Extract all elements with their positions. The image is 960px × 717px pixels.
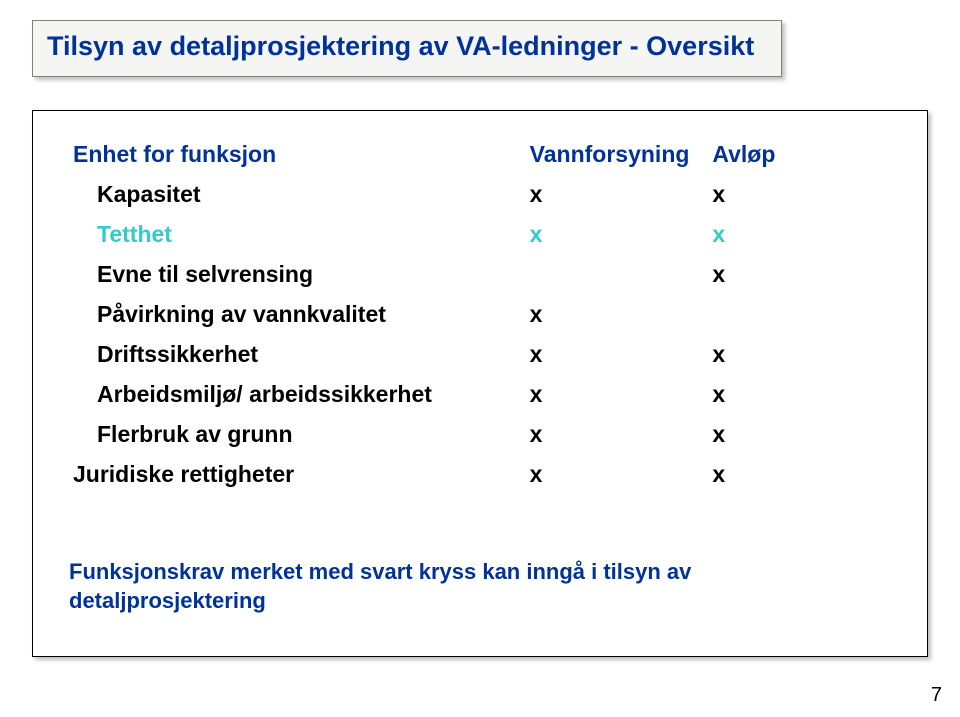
row-avlop-cell <box>708 295 891 335</box>
table-row: Kapasitetxx <box>69 175 891 215</box>
row-avlop-cell: x <box>708 375 891 415</box>
slide: Tilsyn av detaljprosjektering av VA-ledn… <box>0 0 960 717</box>
row-avlop-cell: x <box>708 215 891 255</box>
row-label: Tetthet <box>69 215 526 255</box>
row-label: Arbeidsmiljø/ arbeidssikkerhet <box>69 375 526 415</box>
footnote-line2: detaljprosjektering <box>69 588 266 613</box>
row-label: Evne til selvrensing <box>69 255 526 295</box>
row-avlop-cell: x <box>708 455 891 495</box>
row-vann-cell: x <box>526 215 709 255</box>
table-row: Tetthetxx <box>69 215 891 255</box>
content-box: Enhet for funksjon Vannforsyning Avløp K… <box>32 110 928 657</box>
row-avlop-cell: x <box>708 175 891 215</box>
row-vann-cell <box>526 255 709 295</box>
slide-title: Tilsyn av detaljprosjektering av VA-ledn… <box>47 31 767 62</box>
row-label: Flerbruk av grunn <box>69 415 526 455</box>
row-label: Påvirkning av vannkvalitet <box>69 295 526 335</box>
row-vann-cell: x <box>526 335 709 375</box>
table-row: Evne til selvrensing x <box>69 255 891 295</box>
table-row: Juridiske rettigheterxx <box>69 455 891 495</box>
row-vann-cell: x <box>526 175 709 215</box>
table-header-row: Enhet for funksjon Vannforsyning Avløp <box>69 135 891 175</box>
header-vannforsyning: Vannforsyning <box>526 135 709 175</box>
row-vann-cell: x <box>526 295 709 335</box>
row-avlop-cell: x <box>708 335 891 375</box>
table-row: Arbeidsmiljø/ arbeidssikkerhetxx <box>69 375 891 415</box>
title-box: Tilsyn av detaljprosjektering av VA-ledn… <box>32 20 782 77</box>
table-row: Påvirkning av vannkvalitetx <box>69 295 891 335</box>
page-number: 7 <box>931 684 942 707</box>
footnote: Funksjonskrav merket med svart kryss kan… <box>69 557 891 616</box>
row-avlop-cell: x <box>708 415 891 455</box>
row-label: Kapasitet <box>69 175 526 215</box>
row-label: Juridiske rettigheter <box>69 455 526 495</box>
table-row: Flerbruk av grunnxx <box>69 415 891 455</box>
header-avlop: Avløp <box>708 135 891 175</box>
header-label: Enhet for funksjon <box>69 135 526 175</box>
table-row: Driftssikkerhetxx <box>69 335 891 375</box>
footnote-line1: Funksjonskrav merket med svart kryss kan… <box>69 559 691 584</box>
row-vann-cell: x <box>526 375 709 415</box>
row-vann-cell: x <box>526 455 709 495</box>
row-vann-cell: x <box>526 415 709 455</box>
function-table: Enhet for funksjon Vannforsyning Avløp K… <box>69 135 891 495</box>
table-body: KapasitetxxTetthetxxEvne til selvrensing… <box>69 175 891 495</box>
row-label: Driftssikkerhet <box>69 335 526 375</box>
row-avlop-cell: x <box>708 255 891 295</box>
